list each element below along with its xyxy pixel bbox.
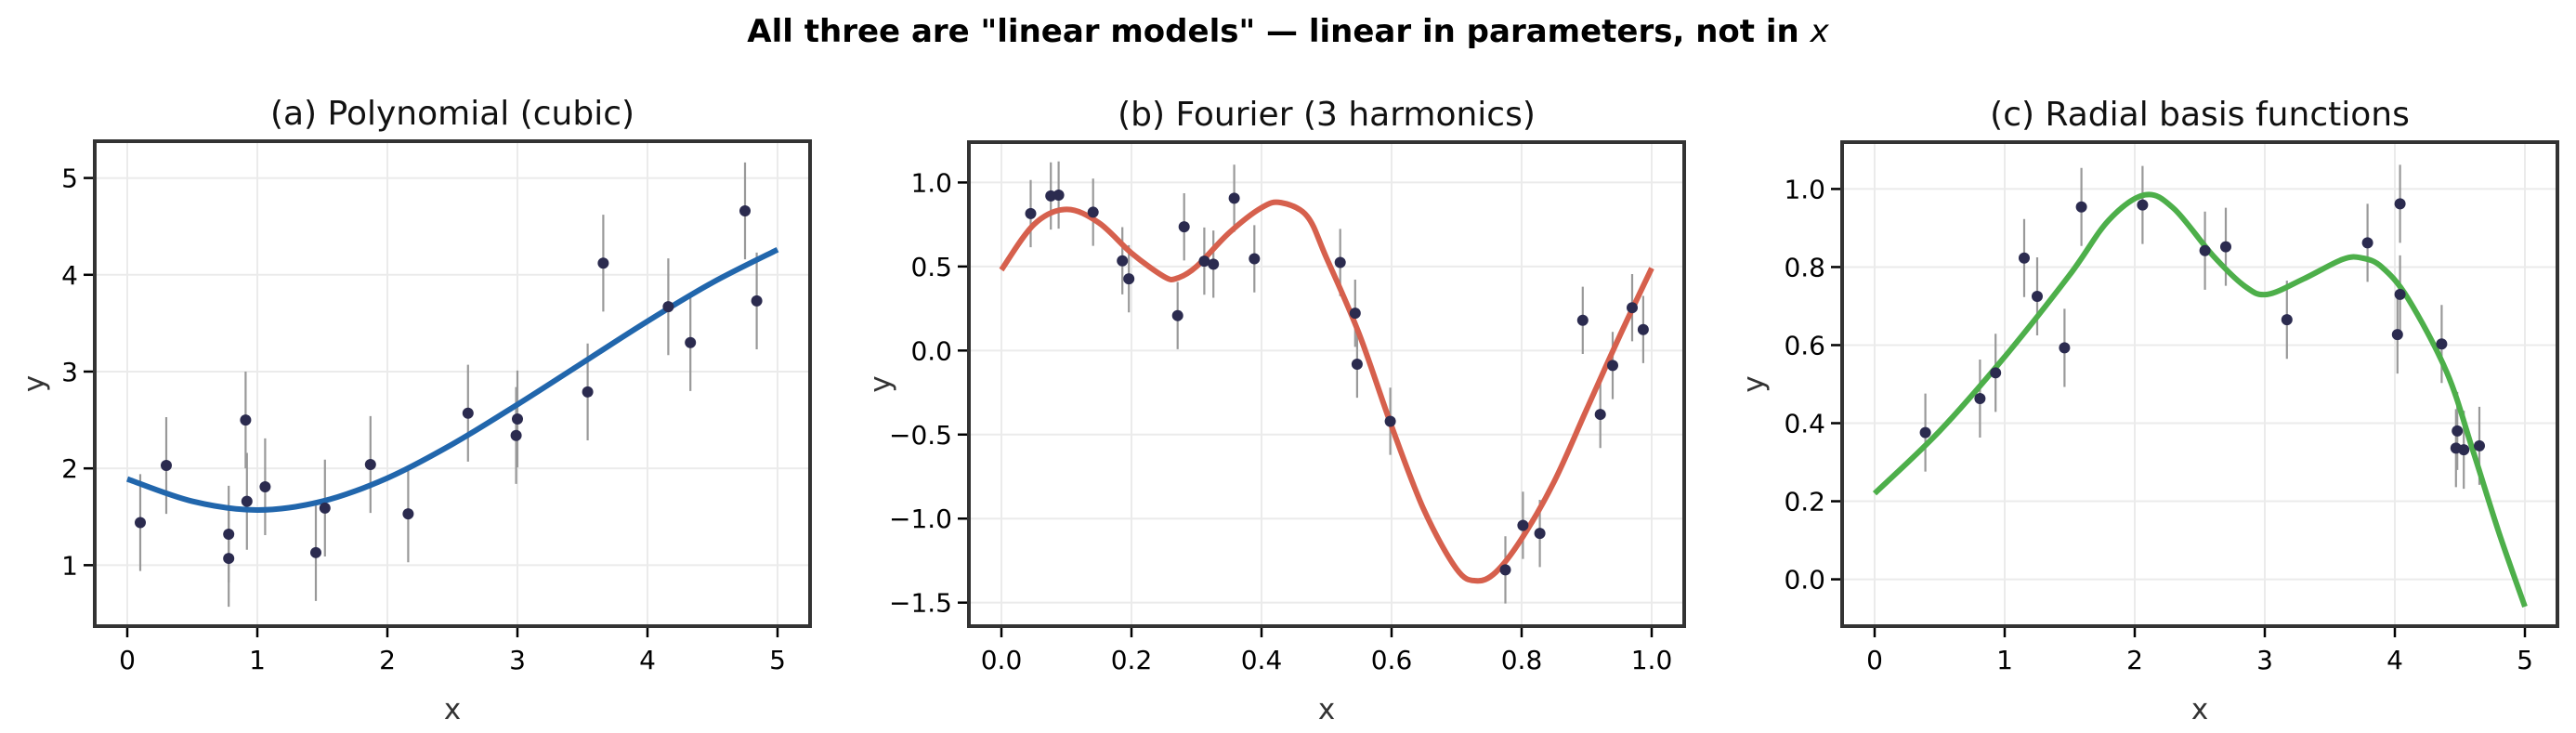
- svg-text:0: 0: [119, 645, 136, 675]
- panel-c-rbf: 0 1 2 3 4 5 0.0 0.2 0.4 0.6 0.8 1.0 x y (c) Radial bas…: [1737, 96, 2559, 726]
- svg-text:1.0: 1.0: [1784, 174, 1825, 204]
- suptitle-text: All three are "linear models" — linear i…: [747, 13, 1811, 50]
- x-axis-ticks: 0 1 2 3 4 5: [1866, 628, 2533, 675]
- suptitle-variable: x: [1810, 13, 1829, 50]
- svg-text:0.4: 0.4: [1784, 409, 1825, 439]
- y-axis-ticks: 0.0 0.2 0.4 0.6 0.8 1.0: [1784, 174, 1840, 596]
- fit-curve: [126, 247, 779, 513]
- data-points: [1919, 198, 2485, 456]
- y-axis-ticks: 1.0 0.5 0.0 −0.5 −1.0 −1.5: [889, 167, 967, 619]
- svg-text:0.2: 0.2: [1111, 645, 1153, 675]
- gridlines: [969, 142, 1684, 626]
- svg-text:1: 1: [61, 550, 78, 581]
- svg-text:2: 2: [379, 645, 396, 675]
- svg-text:2: 2: [61, 453, 78, 484]
- y-axis-label: y: [1737, 375, 1771, 392]
- svg-text:5: 5: [2517, 645, 2533, 675]
- fit-curve: [999, 199, 1654, 584]
- svg-text:−0.5: −0.5: [889, 420, 952, 451]
- x-axis-ticks: 0.0 0.2 0.4 0.6 0.8 1.0: [981, 628, 1673, 675]
- svg-text:5: 5: [61, 164, 78, 194]
- svg-text:4: 4: [639, 645, 656, 675]
- panel-b-fourier: 0.0 0.2 0.4 0.6 0.8 1.0 1.0 0.5 0.0 −0.5 −1.0 −1.5 x…: [864, 96, 1686, 726]
- axes-frame: [967, 140, 1686, 628]
- svg-text:3: 3: [509, 645, 526, 675]
- x-axis-ticks: 0 1 2 3 4 5: [119, 628, 786, 675]
- figure-suptitle: All three are "linear models" — linear i…: [0, 13, 2576, 50]
- data-points: [135, 205, 763, 565]
- fit-curve: [1872, 191, 2528, 608]
- svg-text:1.0: 1.0: [910, 167, 952, 198]
- svg-text:0.0: 0.0: [981, 645, 1023, 675]
- svg-text:3: 3: [2256, 645, 2273, 675]
- axes-frame: [93, 139, 812, 628]
- error-bars: [138, 162, 758, 608]
- data-points: [1025, 189, 1649, 576]
- svg-text:0.6: 0.6: [1784, 330, 1825, 360]
- svg-text:0.6: 0.6: [1371, 645, 1413, 675]
- svg-text:0.5: 0.5: [910, 252, 952, 282]
- svg-text:5: 5: [769, 645, 786, 675]
- svg-text:1.0: 1.0: [1631, 645, 1673, 675]
- axes-frame: [1840, 140, 2559, 628]
- svg-text:1: 1: [1996, 645, 2013, 675]
- y-axis-label: y: [864, 375, 897, 392]
- svg-text:1: 1: [249, 645, 266, 675]
- x-axis-label: x: [1318, 693, 1335, 726]
- svg-text:−1.0: −1.0: [889, 504, 952, 534]
- svg-text:0.0: 0.0: [910, 335, 952, 366]
- error-bars: [1029, 161, 1645, 604]
- panel-a-polynomial: 0 1 2 3 4 5 1 2 3 4 5 x y (a) Polynomial (cubic): [18, 95, 812, 726]
- panel-title: (c) Radial basis functions: [1990, 96, 2410, 134]
- svg-text:0.4: 0.4: [1241, 645, 1283, 675]
- panel-title: (a) Polynomial (cubic): [270, 95, 634, 133]
- x-axis-label: x: [444, 693, 461, 726]
- error-bars: [1924, 164, 2481, 490]
- y-axis-ticks: 1 2 3 4 5: [61, 164, 93, 581]
- svg-text:0.8: 0.8: [1501, 645, 1543, 675]
- svg-text:0.2: 0.2: [1784, 487, 1825, 517]
- svg-text:2: 2: [2126, 645, 2143, 675]
- svg-text:0.8: 0.8: [1784, 252, 1825, 282]
- svg-text:0.0: 0.0: [1784, 565, 1825, 596]
- svg-text:4: 4: [2386, 645, 2403, 675]
- panel-title: (b) Fourier (3 harmonics): [1118, 96, 1536, 134]
- y-axis-label: y: [18, 375, 51, 392]
- svg-text:3: 3: [61, 357, 78, 387]
- svg-text:0: 0: [1866, 645, 1883, 675]
- svg-text:−1.5: −1.5: [889, 588, 952, 619]
- svg-text:4: 4: [61, 260, 78, 291]
- gridlines: [1842, 142, 2557, 626]
- gridlines: [95, 141, 810, 626]
- x-axis-label: x: [2191, 693, 2208, 726]
